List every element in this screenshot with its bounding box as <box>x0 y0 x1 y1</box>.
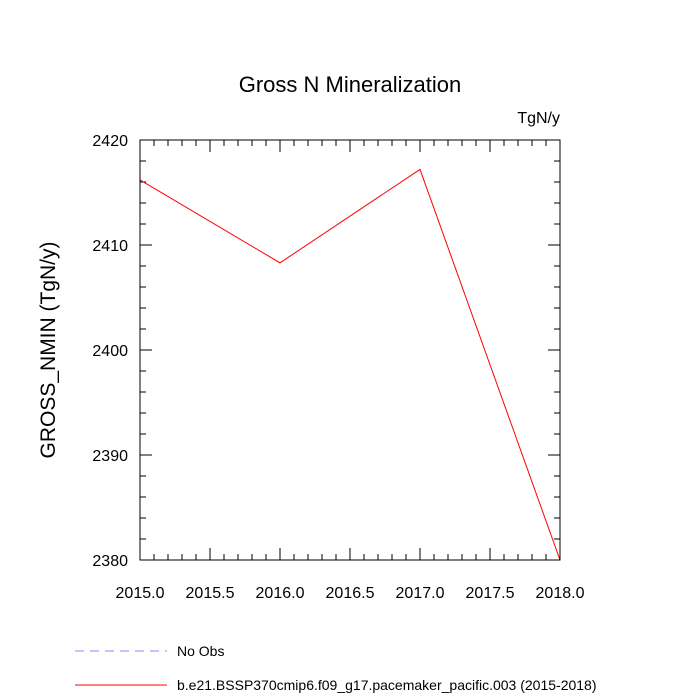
legend: No Obs b.e21.BSSP370cmip6.f09_g17.pacema… <box>75 643 597 693</box>
y-tick-label: 2410 <box>92 238 128 255</box>
legend-label-model: b.e21.BSSP370cmip6.f09_g17.pacemaker_pac… <box>177 677 597 693</box>
legend-label-no-obs: No Obs <box>177 643 224 659</box>
x-tick-label: 2015.0 <box>116 585 165 602</box>
axis-tick-labels: 2015.0 2015.5 2016.0 2016.5 2017.0 2017.5 2018… <box>92 133 584 602</box>
chart-title: Gross N Mineralization <box>239 72 462 97</box>
units-label: TgN/y <box>517 110 560 127</box>
x-tick-label: 2016.0 <box>256 585 305 602</box>
x-tick-label: 2016.5 <box>326 585 375 602</box>
x-tick-label: 2018.0 <box>536 585 585 602</box>
y-tick-label: 2400 <box>92 343 128 360</box>
x-tick-label: 2015.5 <box>186 585 235 602</box>
y-tick-label: 2380 <box>92 553 128 570</box>
axis-ticks <box>139 139 561 561</box>
x-tick-label: 2017.5 <box>466 585 515 602</box>
plot-frame <box>139 139 561 561</box>
y-tick-label: 2420 <box>92 133 128 150</box>
series-layer <box>139 168 561 561</box>
series-line <box>139 168 561 561</box>
x-tick-label: 2017.0 <box>396 585 445 602</box>
y-tick-label: 2390 <box>92 448 128 465</box>
y-axis-label: GROSS_NMIN (TgN/y) <box>37 241 60 458</box>
